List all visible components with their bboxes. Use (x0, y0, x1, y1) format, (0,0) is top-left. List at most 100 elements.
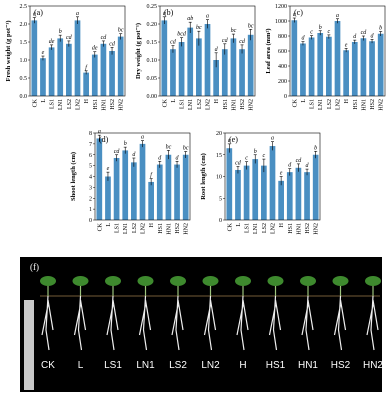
photo-background (20, 257, 382, 392)
bar (105, 176, 111, 220)
bar (109, 51, 115, 96)
plant-leaves (137, 276, 154, 286)
significance-letter: cd (222, 38, 229, 44)
x-tick-label: HS2 (240, 99, 246, 110)
bar (343, 50, 349, 96)
x-tick-label: LS1 (115, 223, 121, 233)
bar (156, 164, 163, 220)
y-tick-label: 6 (89, 153, 92, 159)
bar (308, 37, 315, 96)
x-tick-label: HS1 (353, 99, 359, 110)
y-tick-label: 0.05 (147, 76, 158, 82)
y-tick-label: 5 (89, 164, 92, 170)
y-axis-label: Leaf area (mm²) (265, 28, 272, 73)
significance-letter: a (228, 138, 231, 144)
y-axis-label: Dry weight (g pot⁻¹) (135, 23, 142, 79)
significance-letter: e (42, 50, 45, 56)
x-tick-label: LS2 (132, 223, 138, 233)
significance-letter: ab (187, 16, 193, 22)
plot-frame (289, 5, 386, 97)
significance-letter: c (310, 30, 313, 36)
bar (161, 20, 168, 96)
x-tick-label: LN2 (206, 99, 212, 110)
significance-letter: bc (196, 25, 202, 31)
x-tick-label: HN1 (296, 223, 302, 235)
y-tick-label: 2.0 (20, 22, 28, 28)
plot-frame (159, 5, 256, 97)
y-tick-label: 0 (219, 218, 222, 224)
significance-letter: cd (235, 160, 242, 166)
y-tick-label: 7 (89, 142, 92, 148)
significance-letter: e (280, 171, 283, 177)
bar (334, 21, 341, 96)
x-tick-label: LN1 (123, 223, 129, 234)
bar (243, 165, 250, 220)
bar (178, 42, 185, 96)
plant-leaves (105, 276, 121, 286)
x-tick-label: L (301, 99, 307, 103)
x-tick-label: LS1 (180, 99, 186, 109)
significance-letter: d (306, 163, 310, 169)
plant-root (171, 295, 184, 351)
x-tick-label: HS2 (110, 99, 116, 110)
x-tick-label: HN1 (166, 223, 172, 235)
panel-label: (e) (229, 135, 238, 144)
y-tick-label: 1000 (275, 19, 287, 25)
x-tick-label: HN2 (119, 99, 125, 111)
y-tick-label: 1.0 (20, 58, 28, 64)
significance-letter: cd (170, 40, 177, 46)
y-tick-label: 3 (89, 185, 92, 191)
x-tick-label: HS2 (305, 223, 311, 234)
x-tick-label: LN2 (76, 99, 82, 110)
significance-letter: a (141, 135, 144, 141)
bar (196, 38, 202, 96)
significance-letter: cd (296, 158, 303, 164)
significance-letter: b (314, 145, 317, 151)
significance-letter: a (336, 13, 339, 19)
bar (230, 38, 237, 96)
y-tick-label: 400 (278, 64, 287, 70)
significance-letter: bc (118, 28, 124, 34)
plant-root (268, 295, 282, 351)
x-tick-label: CK (162, 98, 168, 107)
panel-label: (d) (99, 135, 109, 144)
plant-root (73, 295, 87, 351)
bar (174, 164, 180, 220)
y-axis-label: Fresh weight (g pot⁻¹) (5, 20, 12, 81)
bar (213, 60, 219, 96)
bar (91, 54, 98, 96)
bar (278, 180, 284, 220)
y-tick-label: 2 (89, 196, 92, 202)
bar (117, 36, 124, 96)
significance-letter: c (263, 153, 266, 159)
y-tick-label: 0.0 (20, 94, 28, 100)
significance-letter: d (132, 152, 136, 158)
y-tick-label: 5 (219, 196, 222, 202)
significance-letter: f (85, 64, 88, 71)
x-tick-label: LN1 (253, 223, 259, 234)
significance-letter: d (176, 155, 180, 161)
significance-letter: cd (114, 149, 121, 155)
bar (291, 20, 298, 96)
plant-leaves (202, 276, 219, 286)
y-tick-label: 1.5 (20, 40, 28, 46)
significance-letter: cd (239, 39, 246, 45)
bar (165, 154, 172, 220)
x-tick-label: LS2 (262, 223, 268, 233)
photo-label: LN2 (201, 360, 220, 371)
y-tick-label: 800 (278, 34, 287, 40)
x-tick-label: LN1 (58, 99, 64, 110)
y-tick-label: 0 (89, 218, 92, 224)
significance-letter: d (158, 155, 162, 161)
x-tick-label: LN1 (318, 99, 324, 110)
x-tick-label: LS2 (197, 99, 203, 109)
plant-leaves (332, 276, 349, 286)
bar (369, 41, 375, 96)
bar (304, 172, 310, 220)
plant-leaves (170, 276, 186, 286)
plant-root (106, 295, 119, 351)
bar (269, 146, 276, 220)
x-tick-label: CK (32, 98, 38, 107)
significance-letter: bc (183, 145, 189, 151)
y-tick-label: 0.25 (147, 4, 158, 10)
